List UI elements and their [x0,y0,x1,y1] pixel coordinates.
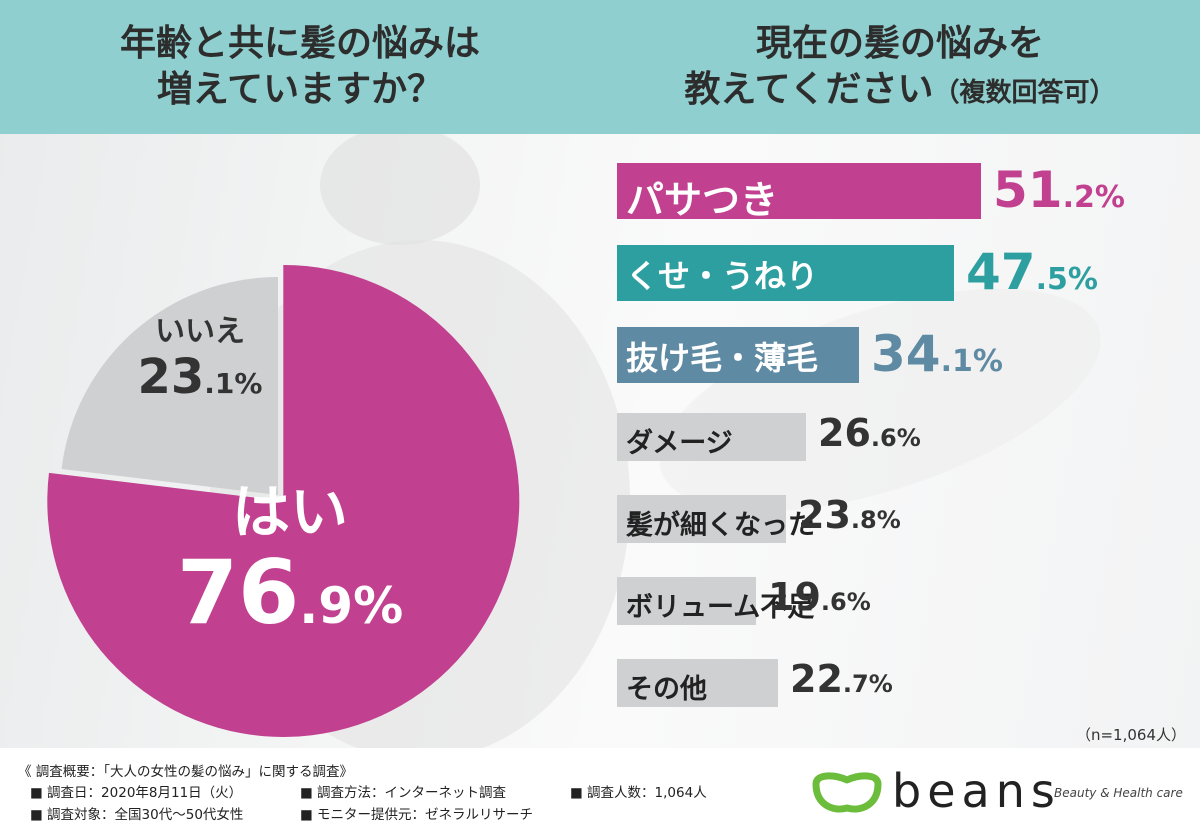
right-question-title: 現在の髪の悩みを 教えてください（複数回答可） [620,20,1180,116]
bar-label-2: くせ・うねり [626,257,819,295]
right-title-line2: 教えてください [684,68,934,110]
survey-target: ■ 調査対象：全国30代〜50代女性 [30,807,244,823]
survey-summary: 《 調査概要：「大人の女性の髪の悩み」に関する調査》 [18,764,354,780]
bar-row: ダメージ 26.6% [0,409,1200,469]
left-title-line2: 増えていますか？ [156,68,444,110]
bar-value-dec-7: .7% [842,670,893,698]
survey-count: ■ 調査人数：1,064人 [570,785,707,801]
brand-logo: beans Beauty & Health care [808,762,1188,822]
bar-value-dec-2: .5% [1035,262,1098,297]
bar-label-7: その他 [626,674,707,705]
bar-value-dec-4: .6% [870,424,921,452]
bar-value-int-1: 51 [993,161,1063,219]
bar-5 [617,495,786,543]
bar-label-1: パサつき [626,178,779,222]
bar-value-1: 51.2% [993,161,1125,219]
bar-row: ボリューム不足 19.6% [0,573,1200,633]
pie-slice-no [61,277,279,495]
pie-label-yes-text: はい [231,478,348,546]
bar-row: パサつき 51.2% [0,161,1200,223]
left-question-title: 年齢と共に髪の悩みは 増えていますか？ [40,20,560,112]
shower-head-shape [320,125,480,245]
pie-value-no-int: 23 [137,349,205,405]
survey-date: ■ 調査日：2020年8月11日（火） [30,785,243,801]
pie-chart: いいえ 23.1% はい 76.9% [0,134,600,754]
bar-row: 抜け毛・薄毛 34.1% [0,325,1200,387]
bar-value-int-7: 22 [790,657,843,701]
bar-6 [617,577,756,625]
pie-value-yes-int: 76 [176,541,300,644]
sample-size-note: （n=1,064人） [1075,726,1186,744]
bar-value-3: 34.1% [871,325,1003,383]
right-title-line2-wrap: 教えてください（複数回答可） [620,66,1180,116]
bar-label-4: ダメージ [626,428,733,459]
pie-svg [47,264,520,737]
pie-value-no-dec: .1% [204,367,263,400]
bar-value-7: 22.7% [790,657,893,701]
header-band: 年齢と共に髪の悩みは 増えていますか？ 現在の髪の悩みを 教えてください（複数回… [0,0,1200,134]
bar-value-2: 47.5% [966,243,1098,301]
bar-value-int-5: 23 [798,493,851,537]
bar-3 [617,327,859,383]
bar-7 [617,659,778,707]
bar-row: くせ・うねり 47.5% [0,243,1200,305]
brand-name: beans [892,764,1061,818]
bar-label-5: 髪が細くなった [626,510,815,541]
pie-label-no-value: 23.1% [100,350,300,415]
bar-value-dec-5: .8% [850,506,901,534]
bar-row: その他 22.7% [0,655,1200,715]
pie-slice-yes [47,264,520,737]
bar-value-int-2: 47 [966,243,1036,301]
footer [0,748,1200,831]
bar-value-5: 23.8% [798,493,901,537]
bar-value-int-3: 34 [871,325,941,383]
bar-label-6: ボリューム不足 [626,592,815,623]
pie-value-yes-dec: .9% [299,577,404,635]
bar-2 [617,245,954,301]
survey-method: ■ 調査方法：インターネット調査 [300,785,507,801]
bar-value-6: 19.6% [768,575,871,619]
brand-tagline: Beauty & Health care [1054,786,1183,800]
bar-value-int-6: 19 [768,575,821,619]
bar-label-3: 抜け毛・薄毛 [626,339,819,377]
pie-label-no: いいえ 23.1% [100,314,300,415]
survey-provider: ■ モニター提供元：ゼネラルリサーチ [300,807,534,823]
right-title-note: （複数回答可） [933,78,1116,108]
bar-value-dec-1: .2% [1062,180,1125,215]
bar-value-4: 26.6% [818,411,921,455]
left-title-line1: 年齢と共に髪の悩みは [119,22,480,64]
bar-value-dec-6: .6% [820,588,871,616]
bar-value-dec-3: .1% [940,344,1003,379]
bar-value-int-4: 26 [818,411,871,455]
bar-4 [617,413,806,461]
right-title-line1: 現在の髪の悩みを [755,22,1044,64]
bar-1 [617,163,981,219]
bean-logo-icon [812,772,882,813]
pie-label-yes-value: 76.9% [130,545,450,666]
pie-label-yes: はい 76.9% [130,479,450,666]
bar-row: 髪が細くなった 23.8% [0,491,1200,551]
pie-label-no-text: いいえ [155,314,245,349]
